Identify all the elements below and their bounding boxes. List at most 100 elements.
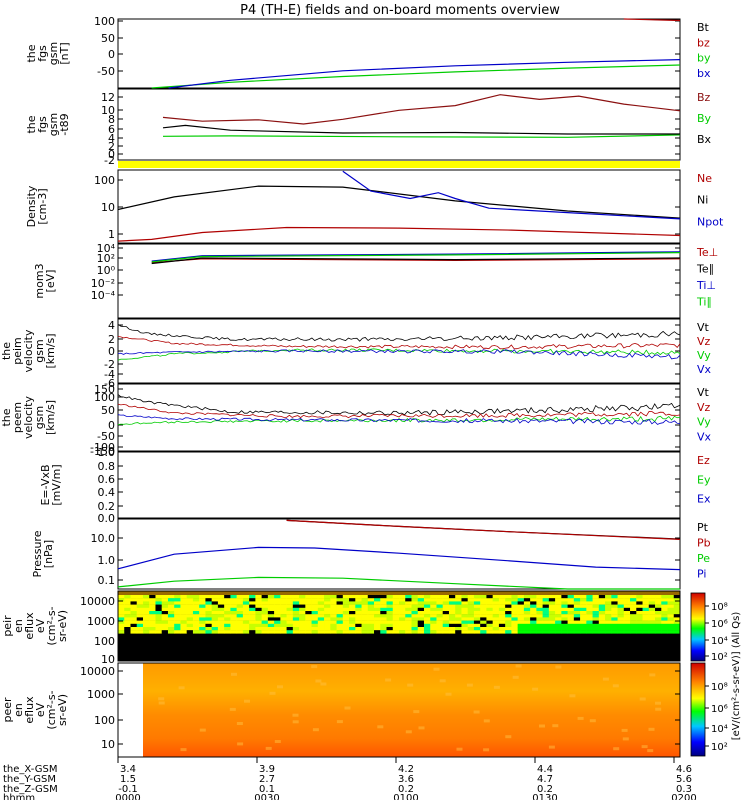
peir-cell	[130, 601, 138, 605]
peer-cell	[158, 701, 165, 705]
peir-cell	[186, 620, 194, 624]
peir-cell	[317, 614, 325, 618]
peir-cell	[517, 607, 525, 612]
peir-cell	[623, 623, 631, 628]
peir-cell	[555, 623, 562, 628]
peir-cell	[367, 620, 375, 624]
peir-cell	[136, 598, 144, 602]
peir-cell	[423, 604, 431, 608]
peir-cell	[255, 598, 263, 602]
peir-cell	[648, 601, 656, 605]
peir-cell	[580, 630, 587, 634]
peir-cell	[317, 604, 325, 608]
peir-cell	[274, 630, 281, 634]
peir-cell	[573, 620, 581, 624]
peir-cell	[192, 598, 200, 602]
peir-cell	[630, 607, 637, 612]
peir-cell	[561, 607, 568, 612]
peir-cell	[598, 630, 606, 634]
peir-cell	[423, 598, 431, 602]
peer-cell	[311, 665, 318, 669]
peir-cell	[548, 623, 556, 628]
peir-cell	[267, 611, 275, 615]
peir-cell	[561, 614, 568, 618]
peir-cell	[530, 630, 537, 634]
peir-cell	[667, 607, 675, 612]
peir-cell	[311, 601, 319, 605]
peer-cell	[405, 730, 412, 734]
peir-cell	[417, 623, 425, 628]
peir-cell	[617, 611, 625, 615]
peir-cell	[436, 598, 444, 602]
peir-cell	[224, 630, 231, 634]
peir-cell	[655, 611, 662, 615]
peir-cell	[561, 601, 568, 605]
peir-cell	[430, 595, 437, 599]
peer-gap	[130, 663, 143, 757]
peir-cell	[467, 614, 475, 618]
peir-cell	[161, 617, 169, 621]
peir-cell	[180, 620, 188, 624]
peir-cell	[611, 595, 618, 599]
peir-cell	[311, 617, 319, 621]
peir-cell	[292, 595, 300, 599]
y-axis-label: thepeerenefluxeV(cm²-s-sr-eV)	[0, 690, 69, 729]
peir-cell	[180, 617, 188, 621]
peir-cell	[598, 598, 606, 602]
peir-cell	[467, 604, 475, 608]
peir-cell	[342, 604, 350, 608]
figure-title: P4 (TH-E) fields and on-board moments ov…	[240, 3, 560, 18]
peir-cell	[573, 627, 581, 631]
peir-cell	[130, 627, 138, 631]
peir-cell	[136, 601, 144, 605]
peer-cell	[180, 748, 187, 752]
peir-cell	[118, 627, 125, 631]
y-tick-label: 100	[94, 714, 115, 727]
peir-cell	[486, 601, 494, 605]
peir-cell	[655, 598, 662, 602]
peir-cell	[630, 595, 637, 599]
peer-cell	[613, 747, 620, 751]
peir-cell	[361, 601, 369, 605]
peir-cell	[205, 630, 213, 634]
peir-cell	[536, 623, 544, 628]
peir-cell	[592, 598, 600, 602]
peir-cell	[473, 620, 481, 624]
peir-cell	[667, 604, 675, 608]
peir-cell	[186, 617, 194, 621]
peir-cell	[249, 614, 256, 618]
peir-cell	[386, 604, 394, 608]
peir-cell	[224, 604, 231, 608]
peir-cell	[498, 617, 506, 621]
peir-cell	[236, 627, 244, 631]
peir-cell	[667, 617, 675, 621]
peir-cell	[355, 607, 362, 612]
peir-cell	[292, 611, 300, 615]
peir-cell	[255, 601, 263, 605]
peir-cell	[505, 623, 512, 628]
peir-cell	[274, 623, 281, 628]
peir-cell	[167, 623, 175, 628]
peir-cell	[199, 611, 206, 615]
peir-cell	[255, 617, 263, 621]
peir-cell	[174, 607, 181, 612]
peir-cell	[236, 623, 244, 628]
peir-cell	[417, 611, 425, 615]
axis-value: 5.6	[676, 774, 692, 785]
peir-cell	[280, 611, 287, 615]
y-tick-label: -50	[97, 430, 115, 443]
peir-cell	[636, 595, 643, 599]
peir-cell	[630, 630, 637, 634]
peir-cell	[386, 630, 394, 634]
peir-cell	[673, 607, 681, 612]
peir-cell	[261, 611, 269, 615]
y-axis-label: mom3[eV]	[33, 263, 57, 298]
legend-entry: Bt	[697, 21, 710, 34]
peir-cell	[648, 630, 656, 634]
peir-cell	[361, 598, 369, 602]
peer-cell	[483, 748, 490, 752]
peir-cell	[567, 623, 575, 628]
y-tick-label: 10	[101, 653, 115, 666]
peir-cell	[167, 595, 175, 599]
